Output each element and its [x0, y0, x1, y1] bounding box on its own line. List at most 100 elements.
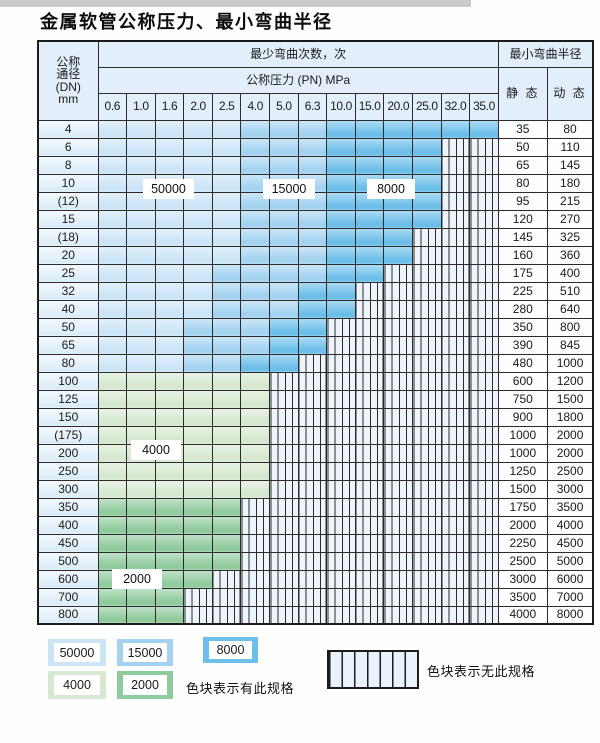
- spec-cell: [183, 461, 213, 481]
- spec-cell: [354, 245, 385, 265]
- spec-cell: [269, 263, 299, 283]
- table-row: (18) 145 325: [37, 227, 594, 247]
- spec-cell: [97, 155, 128, 175]
- static-value-cell: 80: [497, 173, 548, 193]
- no-spec-cell: [269, 371, 299, 391]
- no-spec-cell: [440, 425, 471, 445]
- spec-cell: [297, 263, 328, 283]
- no-spec-cell: [440, 263, 471, 283]
- dn-cell: 350: [37, 497, 99, 517]
- spec-cell: [97, 353, 128, 373]
- spec-cell: [183, 533, 213, 553]
- spec-cell: [240, 263, 271, 283]
- spec-cell: [183, 551, 213, 571]
- table-row: 25 175 400: [37, 263, 594, 283]
- table-row: 125 750 1500: [37, 389, 594, 409]
- no-spec-cell: [354, 317, 385, 337]
- dynamic-value-cell: 145: [546, 155, 594, 175]
- no-spec-cell: [383, 533, 414, 553]
- spec-cell: [297, 137, 328, 157]
- spec-cell: [126, 587, 156, 607]
- dynamic-value-cell: 2000: [546, 443, 594, 463]
- spec-cell: [126, 551, 156, 571]
- spec-cell: [154, 533, 185, 553]
- dynamic-header: 动 态: [546, 66, 594, 121]
- no-spec-cell: [412, 299, 442, 319]
- no-spec-cell: [440, 245, 471, 265]
- no-spec-cell: [469, 137, 499, 157]
- dynamic-value-cell: 215: [546, 191, 594, 211]
- zone-label-2000: 2000: [112, 569, 162, 589]
- dn-cell: 500: [37, 551, 99, 571]
- dynamic-value-cell: 1800: [546, 407, 594, 427]
- spec-cell: [211, 263, 242, 283]
- spec-cell: [154, 299, 185, 319]
- no-spec-cell: [354, 479, 385, 499]
- no-spec-cell: [269, 551, 299, 571]
- spec-cell: [97, 587, 128, 607]
- spec-cell: [326, 299, 356, 319]
- no-spec-cell: [297, 551, 328, 571]
- spec-cell: [154, 155, 185, 175]
- static-value-cell: 1750: [497, 497, 548, 517]
- spec-cell: [297, 209, 328, 229]
- no-spec-cell: [269, 407, 299, 427]
- dn-cell: 250: [37, 461, 99, 481]
- dn-cell: 15: [37, 209, 99, 229]
- spec-cell: [183, 389, 213, 409]
- spec-cell: [126, 119, 156, 139]
- no-spec-cell: [269, 389, 299, 409]
- table-row: 800 4000 8000: [37, 605, 594, 625]
- no-spec-cell: [326, 425, 356, 445]
- dynamic-value-cell: 325: [546, 227, 594, 247]
- no-spec-cell: [383, 515, 414, 535]
- spec-cell: [154, 425, 185, 445]
- dn-cell: 150: [37, 407, 99, 427]
- spec-cell: [126, 299, 156, 319]
- static-value-cell: 3000: [497, 569, 548, 589]
- spec-cell: [240, 227, 271, 247]
- static-value-cell: 280: [497, 299, 548, 319]
- spec-cell: [269, 335, 299, 355]
- no-spec-cell: [211, 569, 242, 589]
- no-spec-cell: [326, 551, 356, 571]
- dn-cell: 300: [37, 479, 99, 499]
- spec-cell: [326, 155, 356, 175]
- spec-cell: [211, 425, 242, 445]
- spec-cell: [354, 137, 385, 157]
- spec-cell: [183, 335, 213, 355]
- dn-cell: 6: [37, 137, 99, 157]
- no-spec-cell: [240, 605, 271, 625]
- spec-cell: [183, 443, 213, 463]
- dn-cell: (18): [37, 227, 99, 247]
- spec-cell: [97, 263, 128, 283]
- spec-cell: [154, 137, 185, 157]
- no-spec-cell: [297, 425, 328, 445]
- no-spec-cell: [269, 515, 299, 535]
- table-row: 4 35 80: [37, 119, 594, 139]
- no-spec-cell: [469, 263, 499, 283]
- spec-cell: [97, 371, 128, 391]
- no-spec-cell: [326, 443, 356, 463]
- table-row: 50 350 800: [37, 317, 594, 337]
- no-spec-cell: [469, 551, 499, 571]
- pressure-spec-table: 公称 通径 (DN) mm 最少弯曲次数，次 最小弯曲半径 公称压力 (PN) …: [37, 40, 595, 625]
- spec-cell: [326, 119, 356, 139]
- no-spec-cell: [440, 515, 471, 535]
- spec-cell: [183, 569, 213, 589]
- legend-swatch-8000: 8000: [203, 637, 258, 663]
- spec-cell: [240, 209, 271, 229]
- table-row: 700 3500 7000: [37, 587, 594, 607]
- no-spec-cell: [440, 551, 471, 571]
- pressure-value-header: 2.0: [183, 92, 213, 121]
- table-row: 400 2000 4000: [37, 515, 594, 535]
- spec-cell: [154, 551, 185, 571]
- static-header: 静 态: [497, 66, 548, 121]
- dn-cell: 200: [37, 443, 99, 463]
- no-spec-cell: [383, 407, 414, 427]
- spec-cell: [211, 407, 242, 427]
- pressure-value-header: 20.0: [383, 92, 414, 121]
- no-spec-cell: [326, 335, 356, 355]
- static-value-cell: 480: [497, 353, 548, 373]
- spec-cell: [240, 461, 271, 481]
